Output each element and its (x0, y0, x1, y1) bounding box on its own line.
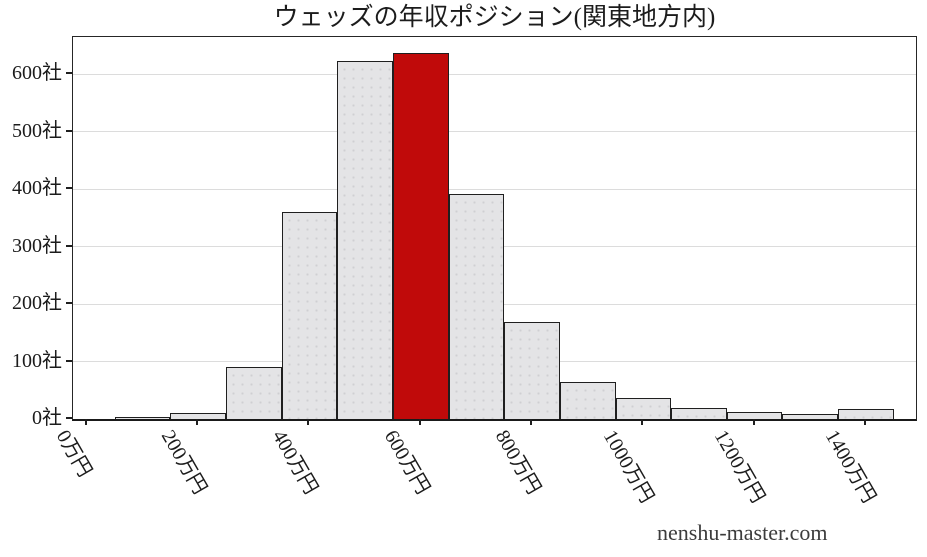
x-tick-label: 1200万円 (709, 426, 769, 507)
histogram-bar (337, 61, 393, 419)
y-tick-label: 0社 (32, 407, 62, 429)
histogram-bar (615, 398, 672, 419)
site-watermark: nenshu-master.com (657, 520, 828, 545)
chart-title: ウェッズの年収ポジション(関東地方内) (273, 4, 716, 31)
histogram-bar (114, 417, 171, 419)
histogram-bar (504, 322, 560, 419)
x-tick-label: 1400万円 (821, 426, 881, 507)
highlighted-histogram-bar (392, 52, 449, 419)
x-tick-mark (307, 419, 310, 425)
x-tick-label: 1000万円 (598, 426, 658, 507)
x-tick-mark (752, 419, 755, 425)
histogram-bar (671, 408, 727, 419)
x-tick-label: 800万円 (490, 426, 545, 499)
x-tick-mark (196, 419, 199, 425)
plot-area (72, 36, 917, 421)
histogram-bar (559, 381, 616, 419)
y-tick-label: 600社 (12, 62, 62, 85)
y-tick-mark (66, 302, 72, 305)
y-tick-label: 300社 (12, 234, 62, 257)
y-tick-mark (66, 359, 72, 362)
histogram-bar (226, 366, 282, 419)
x-tick-mark (84, 419, 87, 425)
x-tick-mark (641, 419, 644, 425)
histogram-bar (170, 412, 227, 419)
y-tick-label: 200社 (12, 292, 62, 315)
y-tick-mark (66, 187, 72, 190)
y-tick-mark (66, 244, 72, 247)
x-tick-mark (863, 419, 866, 425)
x-tick-label: 200万円 (156, 426, 211, 499)
y-tick-mark (66, 72, 72, 75)
x-tick-mark (418, 419, 421, 425)
x-tick-label: 0万円 (51, 426, 97, 481)
histogram-bar (726, 412, 783, 419)
y-tick-label: 100社 (12, 349, 62, 372)
gridline (73, 73, 916, 75)
x-tick-label: 400万円 (268, 426, 323, 499)
y-tick-mark (66, 417, 72, 419)
histogram-bar (281, 212, 338, 419)
gridline (73, 131, 916, 133)
gridline (73, 188, 916, 190)
y-tick-label: 400社 (12, 177, 62, 200)
x-tick-label: 600万円 (379, 426, 434, 499)
y-tick-label: 500社 (12, 119, 62, 142)
x-tick-mark (530, 419, 533, 425)
y-tick-mark (66, 129, 72, 132)
histogram-bar (448, 194, 505, 419)
histogram-bar (782, 413, 839, 419)
histogram-bar (838, 408, 894, 419)
